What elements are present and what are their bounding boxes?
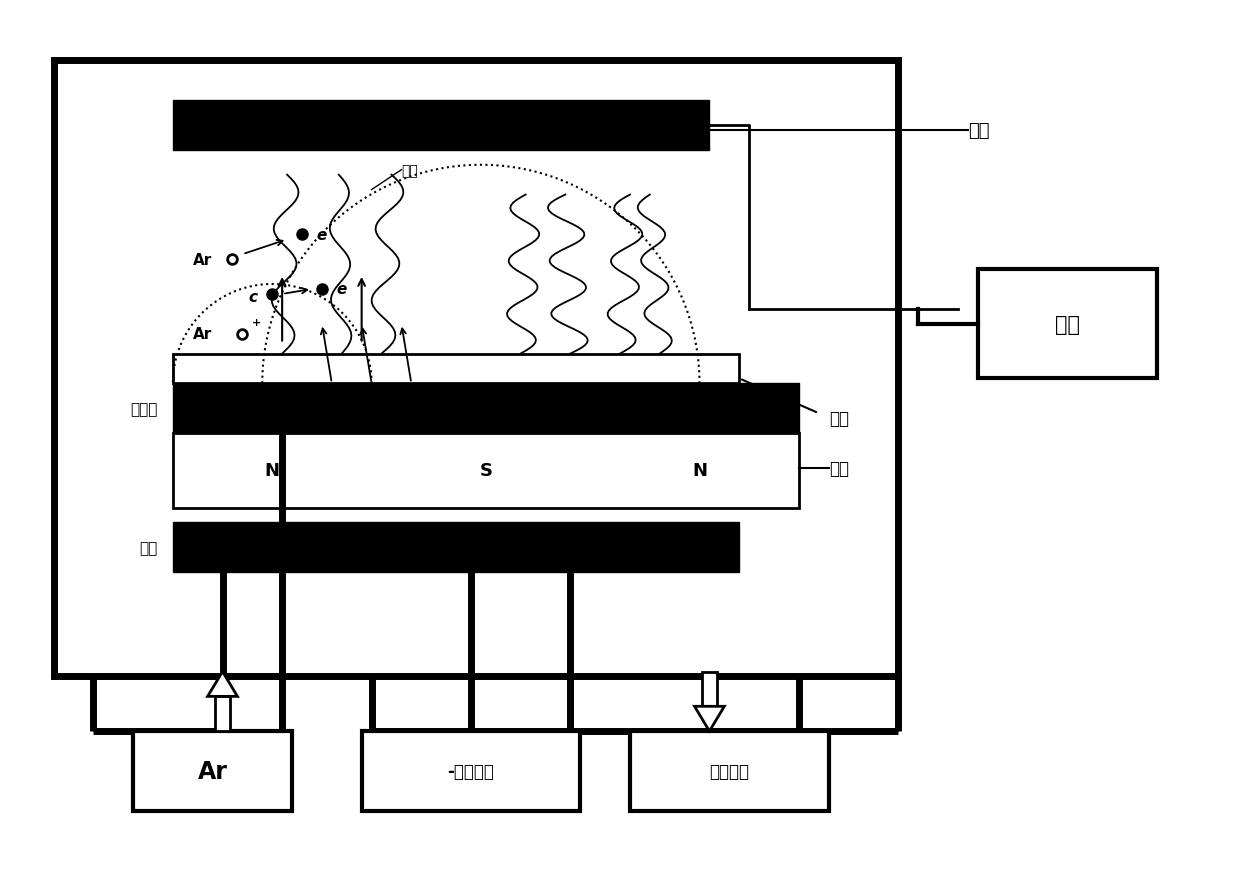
Bar [172, 523, 739, 572]
Text: Ar: Ar [193, 252, 212, 267]
Text: 真空泵组: 真空泵组 [709, 762, 749, 780]
Text: 样品: 样品 [967, 122, 990, 140]
Polygon shape [207, 672, 237, 696]
Text: S: S [480, 462, 492, 479]
Polygon shape [694, 707, 724, 731]
Text: 靶材: 靶材 [402, 163, 418, 177]
Bar [215, 696, 229, 731]
Text: 靶材: 靶材 [828, 410, 848, 428]
Text: 极板: 极板 [140, 540, 157, 555]
Text: N: N [264, 462, 280, 479]
Bar [53, 61, 898, 677]
Bar [172, 354, 739, 384]
Bar [172, 101, 709, 151]
Text: Ar: Ar [197, 759, 227, 783]
Bar [702, 672, 717, 707]
Bar [133, 731, 293, 810]
Text: Ar: Ar [193, 327, 212, 342]
Bar [172, 434, 799, 508]
Bar [362, 731, 580, 810]
Bar [172, 384, 799, 434]
Bar [977, 270, 1157, 379]
Text: -射频电源: -射频电源 [448, 762, 495, 780]
Text: N: N [692, 462, 707, 479]
Text: c: c [248, 290, 258, 305]
Text: 接地: 接地 [1055, 314, 1080, 335]
Text: e: e [337, 282, 347, 297]
Text: e: e [317, 227, 327, 242]
Text: +: + [252, 317, 262, 327]
Text: 磁铁: 磁铁 [828, 459, 848, 478]
Bar [630, 731, 828, 810]
Text: 铜背板: 铜背板 [130, 401, 157, 416]
